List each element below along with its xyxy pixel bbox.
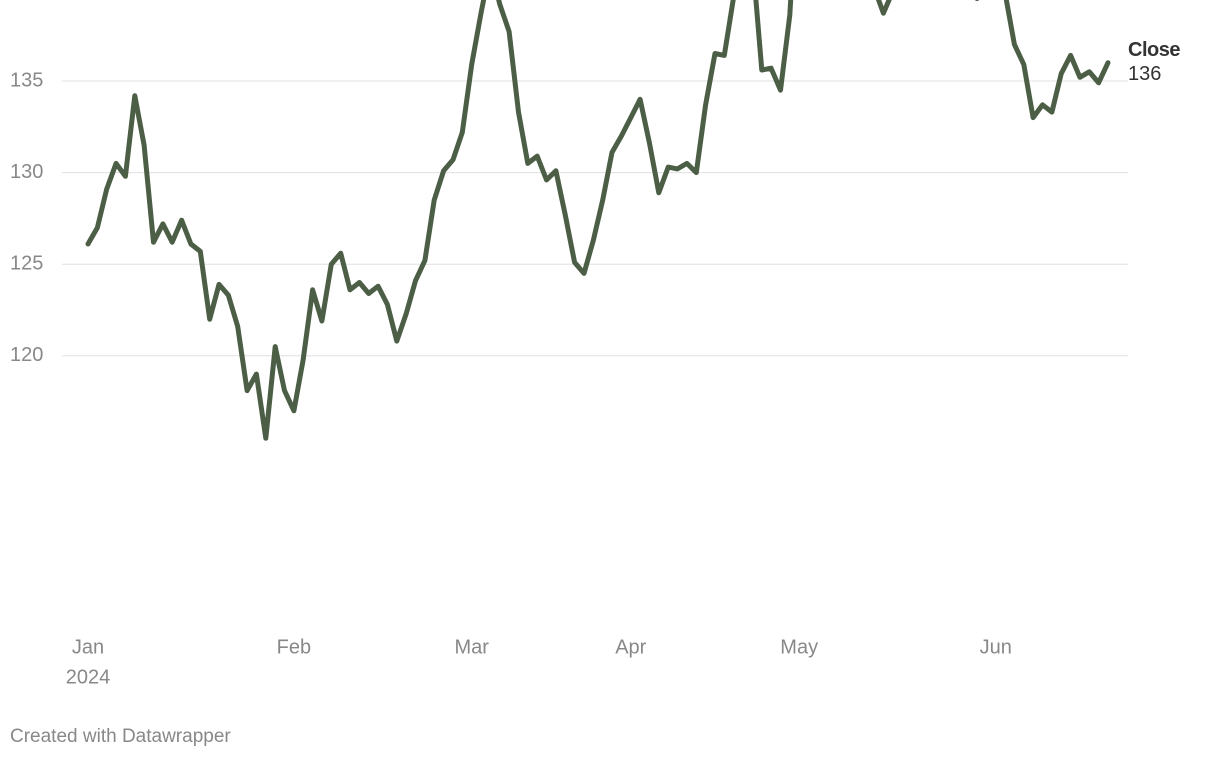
x-tick-label: Jan	[72, 636, 104, 658]
x-tick-label: May	[780, 636, 818, 658]
x-tick-label: Jun	[980, 636, 1012, 658]
x-tick-label: Feb	[277, 636, 311, 658]
x-tick-label: Apr	[615, 636, 646, 658]
y-tick-label: 120	[10, 344, 43, 366]
y-tick-label: 125	[10, 252, 43, 274]
y-tick-label: 135	[10, 69, 43, 91]
end-value-label: 136	[1128, 63, 1161, 85]
series-label: Close	[1128, 39, 1180, 61]
line	[85, 0, 1111, 441]
x-tick-label: Mar	[454, 636, 489, 658]
x-year-label: 2024	[66, 666, 111, 688]
y-tick-label: 130	[10, 161, 43, 183]
credit: Created with Datawrapper	[10, 726, 231, 747]
